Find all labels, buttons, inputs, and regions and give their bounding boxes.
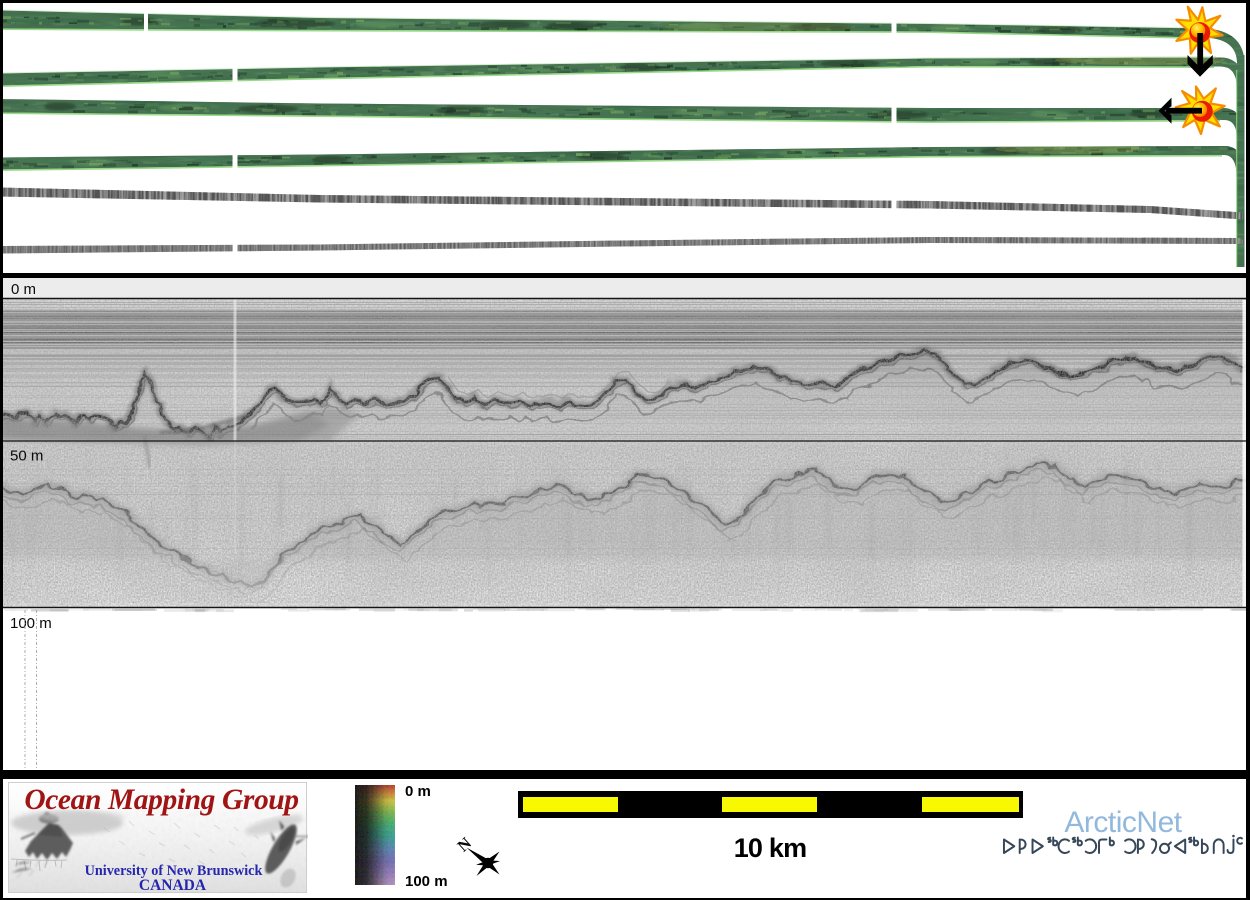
svg-text:100 m: 100 m (10, 615, 52, 632)
svg-text:0 m: 0 m (11, 281, 36, 298)
svg-text:50 m: 50 m (10, 448, 43, 465)
